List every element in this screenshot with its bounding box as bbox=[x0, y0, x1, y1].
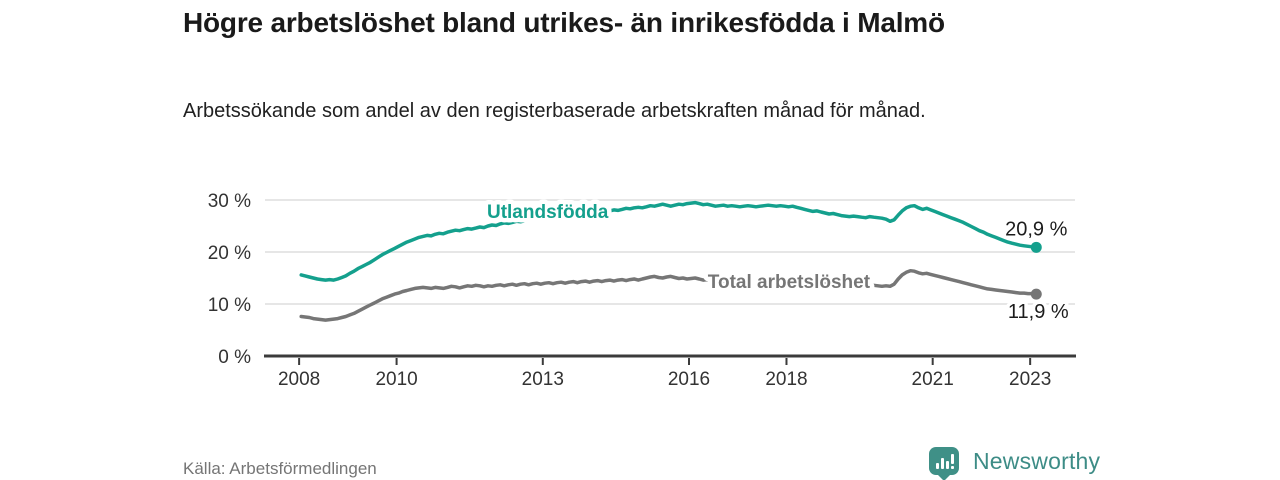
series-label: Total arbetslöshet bbox=[708, 272, 871, 293]
logo-bar-dot bbox=[951, 466, 954, 469]
newsworthy-logo: Newsworthy bbox=[929, 443, 1101, 480]
series-end-dot bbox=[1030, 241, 1042, 253]
unemployment-line-chart: 0 % 10 % 20 % 30 % 2008 2010 2013 2016 2018 2021 2… bbox=[208, 191, 1076, 390]
series-line bbox=[299, 268, 1039, 322]
series-label: Utlandsfödda bbox=[487, 202, 609, 223]
x-axis-label: 2008 bbox=[278, 369, 320, 390]
logo-bar bbox=[936, 463, 939, 469]
x-axis-label: 2016 bbox=[668, 369, 710, 390]
series-end-value: 11,9 % bbox=[1008, 301, 1069, 323]
y-axis-label: 20 % bbox=[208, 243, 251, 264]
bar-chart-pin-icon bbox=[929, 447, 959, 480]
y-axis-label: 30 % bbox=[208, 191, 251, 212]
page-title: Högre arbetslöshet bland utrikes- än inr… bbox=[183, 7, 945, 38]
y-axis-label: 10 % bbox=[208, 295, 251, 316]
source-note: Källa: Arbetsförmedlingen bbox=[183, 459, 377, 478]
logo-bar bbox=[946, 461, 949, 469]
chart-subtitle: Arbetssökande som andel av den registerb… bbox=[183, 100, 926, 122]
x-axis-label: 2021 bbox=[912, 369, 954, 390]
x-axis-label: 2010 bbox=[375, 369, 417, 390]
series-line bbox=[299, 200, 1039, 282]
logo-bar bbox=[941, 458, 944, 469]
y-axis-label: 0 % bbox=[218, 347, 251, 368]
series-end-value: 20,9 % bbox=[1005, 218, 1067, 240]
brand-name: Newsworthy bbox=[973, 447, 1101, 474]
x-axis-label: 2018 bbox=[765, 369, 807, 390]
logo-bar bbox=[951, 454, 954, 464]
x-axis-label: 2023 bbox=[1009, 369, 1051, 390]
x-axis-label: 2013 bbox=[522, 369, 564, 390]
series-end-dot bbox=[1030, 288, 1042, 300]
